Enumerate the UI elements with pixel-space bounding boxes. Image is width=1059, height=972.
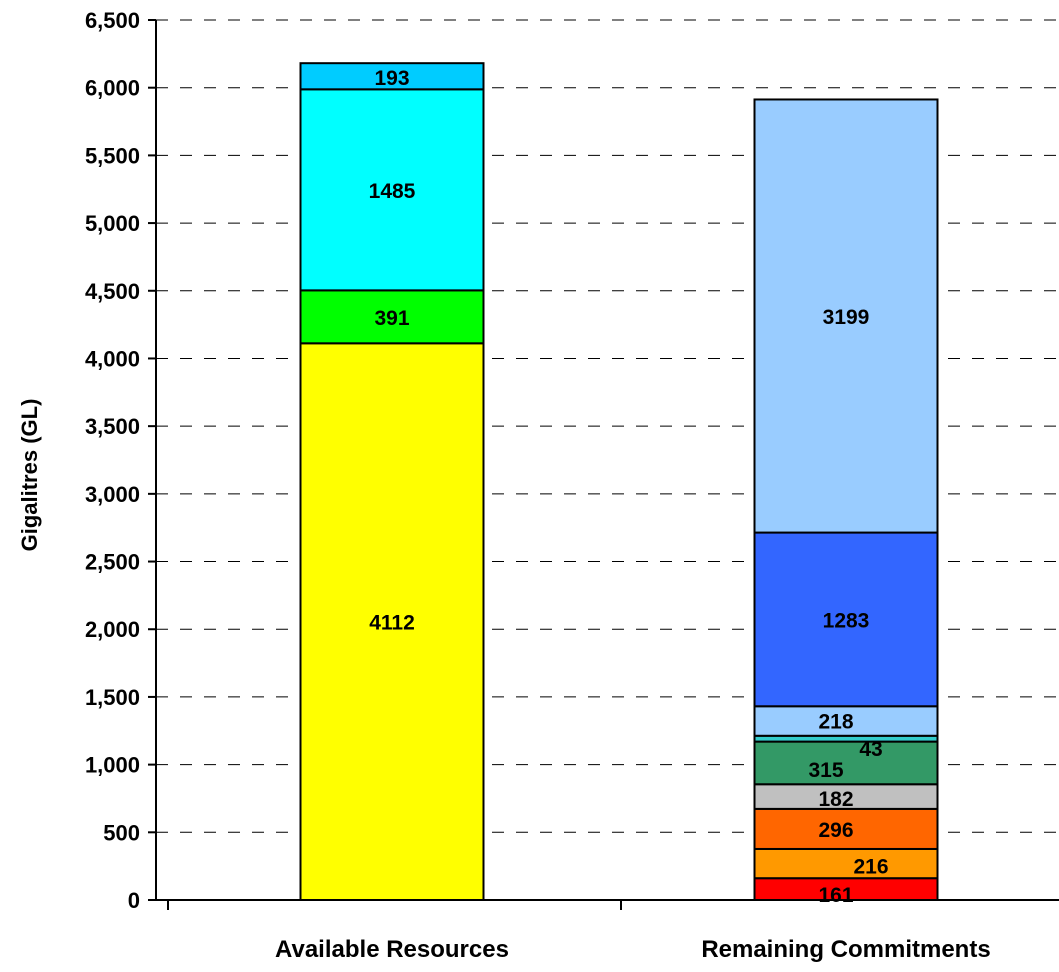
- bar-segment: [299, 62, 485, 91]
- bar-data-label: 161: [818, 884, 853, 907]
- y-tick-label: 6,000: [85, 76, 140, 101]
- bar-segment: [753, 98, 939, 534]
- bar-data-label: 391: [374, 307, 409, 330]
- bar-segment: [299, 289, 485, 345]
- bar-segment: [753, 807, 939, 850]
- x-category-label: Remaining Commitments: [701, 936, 990, 963]
- bar-data-label: 218: [818, 710, 853, 733]
- y-tick-label: 4,000: [85, 346, 140, 371]
- y-tick-label: 1,500: [85, 685, 140, 710]
- bar-data-label: 216: [853, 856, 888, 879]
- y-axis-title: Gigalitres (GL): [17, 399, 42, 552]
- y-tick-label: 3,000: [85, 482, 140, 507]
- y-tick-label: 3,500: [85, 414, 140, 439]
- x-category-label: Available Resources: [275, 936, 509, 963]
- bar-data-label: 3199: [823, 306, 870, 329]
- y-tick-label: 5,500: [85, 143, 140, 168]
- bar-data-label: 1283: [823, 609, 870, 632]
- axes: 0 500 1,000 1,500 2,000 2,500 3,000 3,500 4,000 4…: [85, 8, 1059, 963]
- bar-data-label: 4112: [369, 612, 415, 635]
- y-tick-label: 5,000: [85, 211, 140, 236]
- bar-segment: [299, 88, 485, 292]
- bar-data-label: 296: [818, 819, 853, 842]
- y-tick-label: 0: [128, 888, 140, 913]
- bar-segment: [753, 531, 939, 708]
- y-tick-label: 4,500: [85, 279, 140, 304]
- y-tick-label: 500: [103, 820, 140, 845]
- bar-data-label: 43: [859, 738, 882, 761]
- y-tick-label: 2,000: [85, 617, 140, 642]
- bar-segment: [753, 705, 939, 737]
- bar-data-label: 193: [374, 67, 409, 90]
- bar-data-label: 1485: [369, 180, 416, 203]
- bar-data-label: 315: [808, 759, 843, 782]
- y-tick-label: 6,500: [85, 8, 140, 33]
- bar-segment: [753, 847, 939, 880]
- bar-data-label: 182: [818, 788, 853, 811]
- bar-segment: [753, 740, 939, 786]
- y-tick-label: 1,000: [85, 753, 140, 778]
- y-tick-label: 2,500: [85, 550, 140, 575]
